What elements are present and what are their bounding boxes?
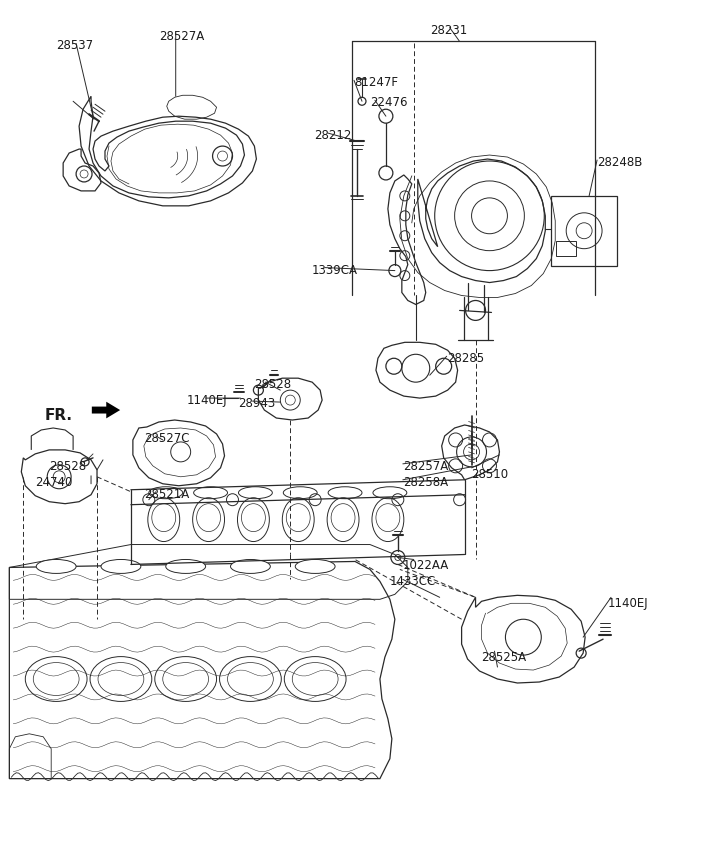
- Text: 28248B: 28248B: [597, 156, 643, 169]
- Ellipse shape: [36, 560, 76, 573]
- Text: 28521A: 28521A: [144, 488, 189, 501]
- Ellipse shape: [296, 560, 335, 573]
- Text: 1022AA: 1022AA: [403, 560, 449, 572]
- Ellipse shape: [155, 656, 216, 701]
- Text: 1140EJ: 1140EJ: [187, 394, 227, 407]
- Ellipse shape: [284, 656, 346, 701]
- Text: 1140EJ: 1140EJ: [608, 597, 649, 611]
- Text: 28257A: 28257A: [403, 460, 448, 473]
- Text: 28510: 28510: [472, 468, 508, 481]
- Text: 28525A: 28525A: [482, 651, 526, 664]
- Text: 28943: 28943: [239, 397, 275, 410]
- Bar: [557, 241, 576, 255]
- Text: 1433CC: 1433CC: [390, 576, 436, 589]
- Ellipse shape: [90, 656, 152, 701]
- Text: 28212: 28212: [314, 129, 352, 142]
- Text: 28527A: 28527A: [159, 30, 204, 42]
- Text: 28528: 28528: [49, 460, 86, 473]
- Bar: [551, 196, 617, 265]
- Ellipse shape: [231, 560, 270, 573]
- Ellipse shape: [101, 560, 141, 573]
- Text: 28537: 28537: [56, 40, 93, 53]
- Text: 28285: 28285: [446, 352, 484, 365]
- Ellipse shape: [25, 656, 87, 701]
- Text: 24740: 24740: [35, 476, 73, 488]
- Text: 1339CA: 1339CA: [311, 264, 357, 276]
- Text: 28527C: 28527C: [144, 432, 189, 445]
- Text: FR.: FR.: [45, 408, 72, 423]
- Ellipse shape: [166, 560, 206, 573]
- Ellipse shape: [219, 656, 281, 701]
- Text: 22476: 22476: [370, 97, 408, 109]
- Text: 81247F: 81247F: [354, 76, 398, 89]
- Text: 28528: 28528: [255, 378, 291, 391]
- FancyArrowPatch shape: [92, 402, 120, 418]
- Text: 28258A: 28258A: [403, 476, 448, 488]
- Text: 28231: 28231: [430, 24, 467, 36]
